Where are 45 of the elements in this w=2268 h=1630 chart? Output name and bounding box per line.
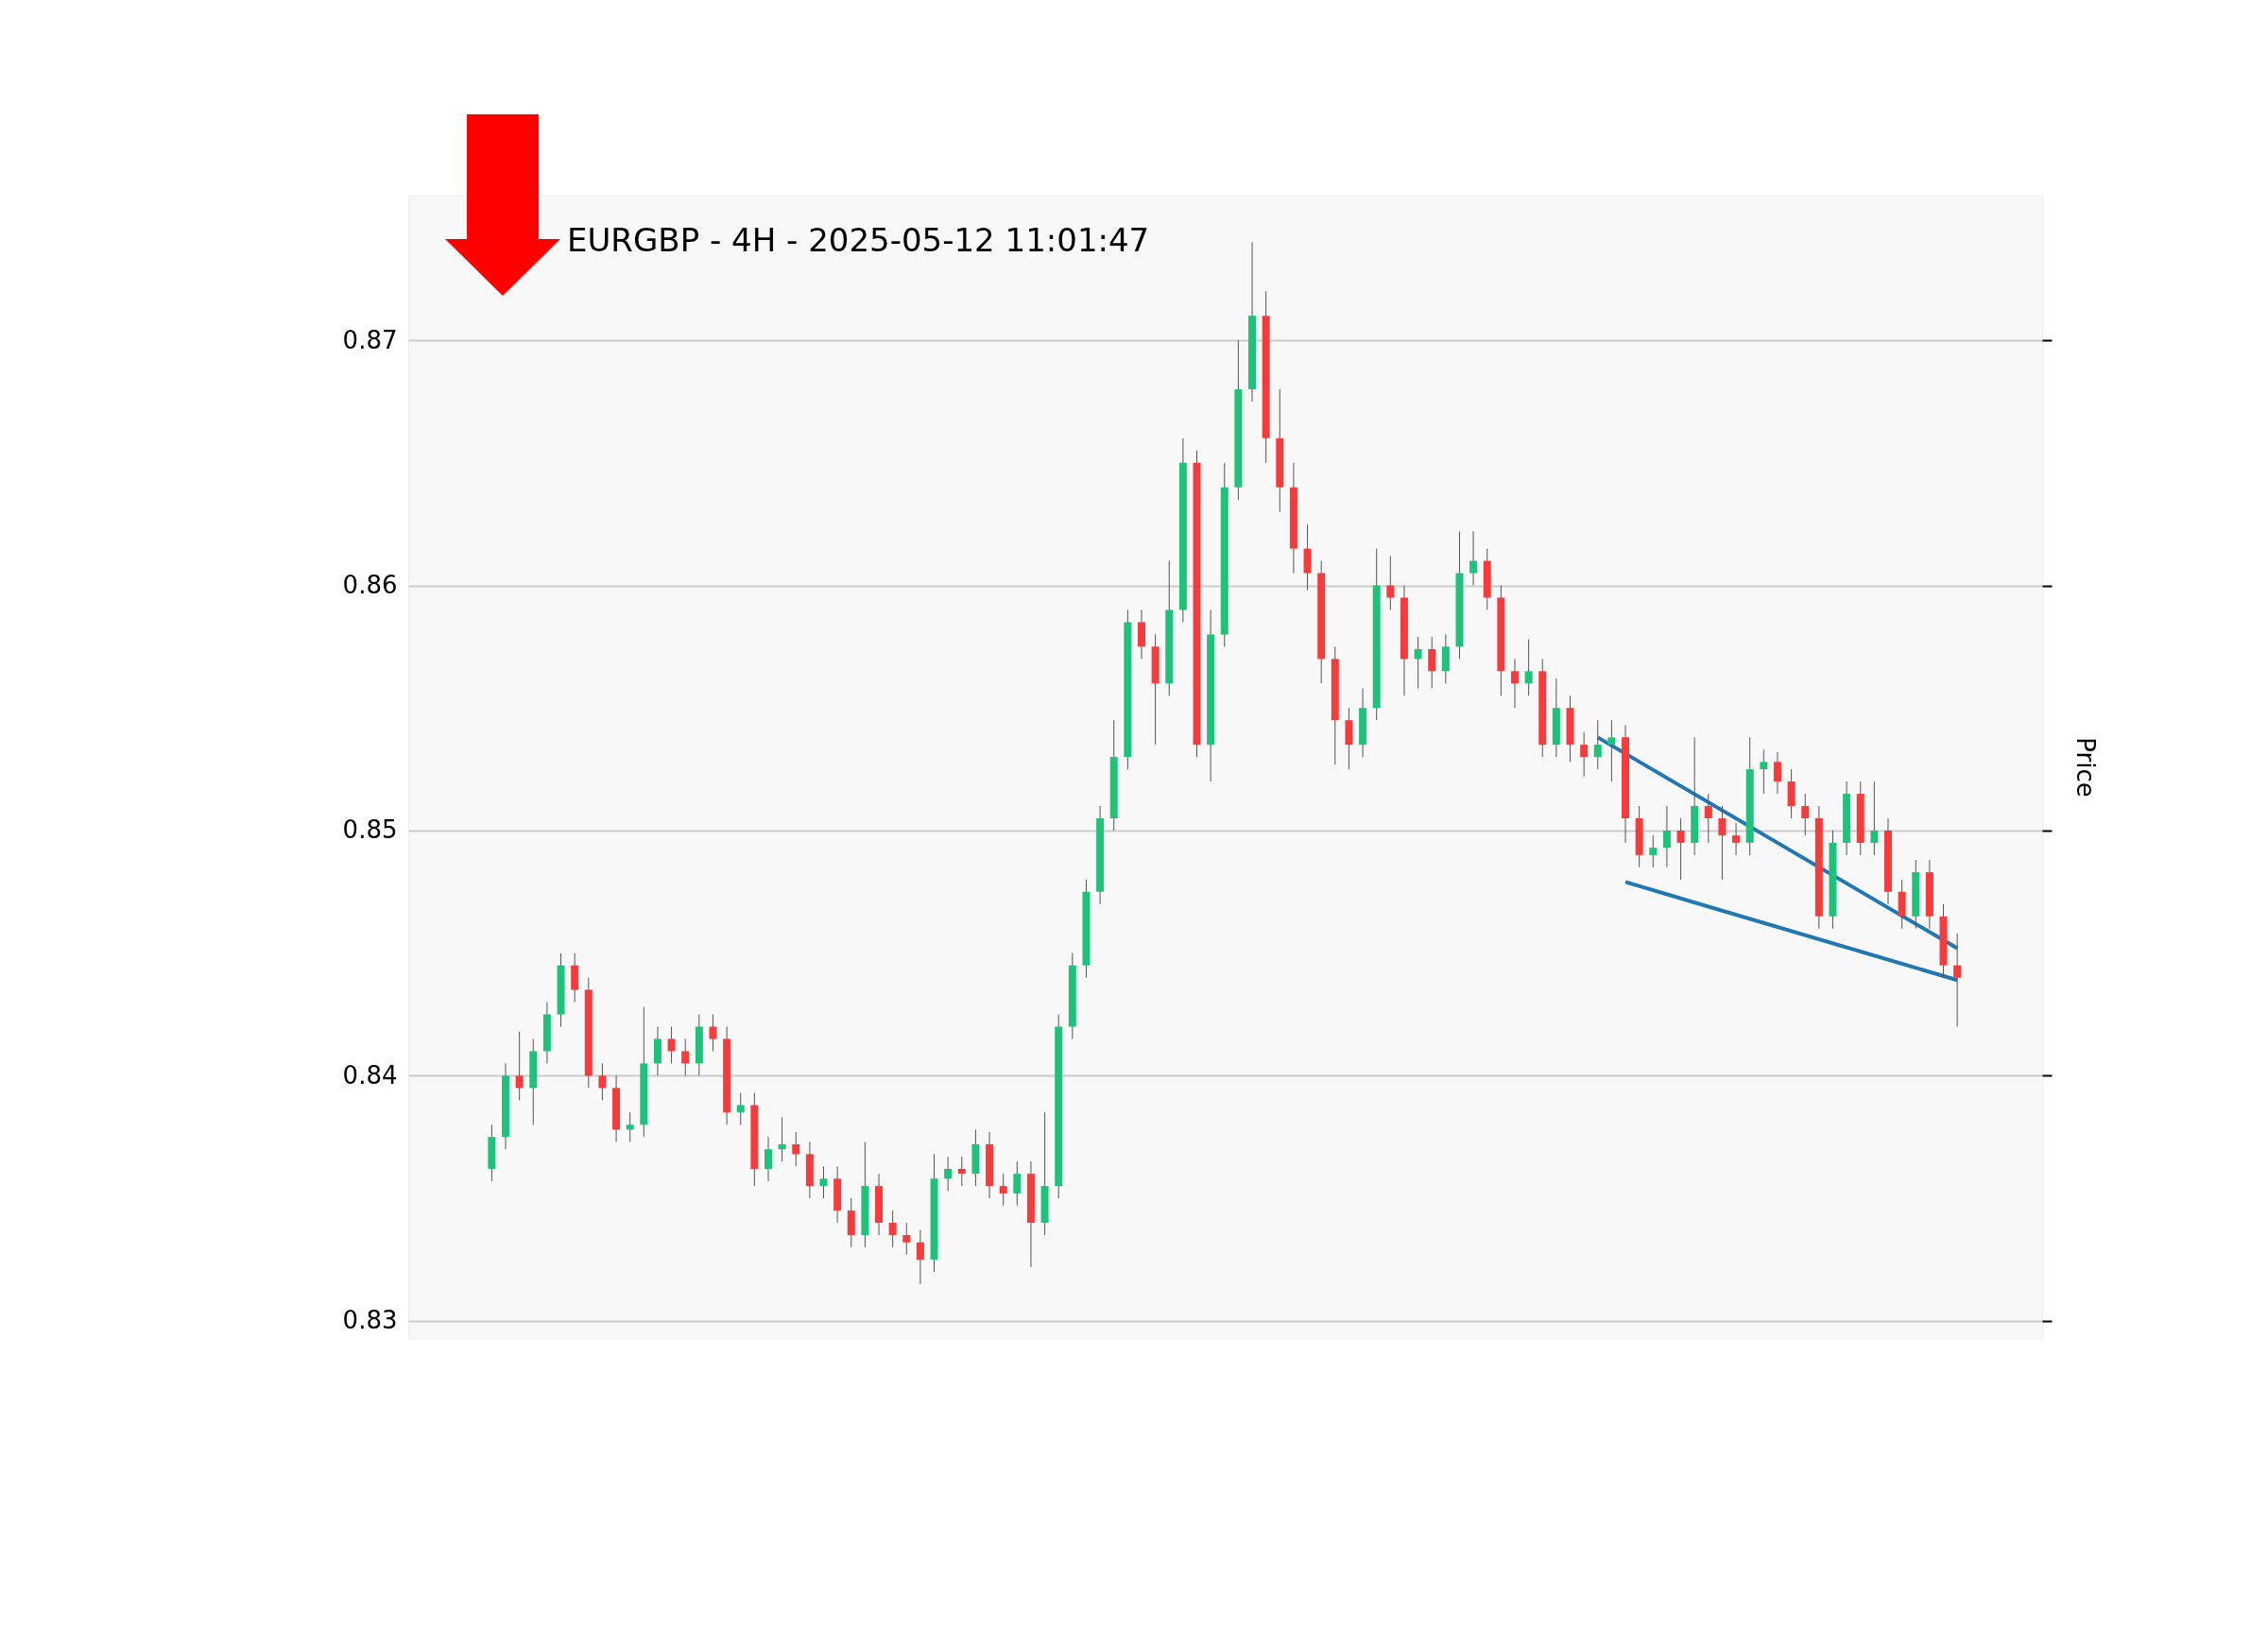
y-tick-label: 0.85	[342, 815, 398, 845]
candlestick	[1428, 636, 1436, 689]
candlestick	[626, 1111, 634, 1142]
candlestick	[1732, 822, 1741, 856]
y-tick-label: 0.83	[342, 1306, 398, 1335]
candlestick	[819, 1165, 828, 1199]
candlestick	[1676, 817, 1685, 881]
candlestick	[778, 1117, 786, 1162]
candlestick	[598, 1062, 607, 1101]
candlestick	[1704, 793, 1712, 844]
candlestick	[1607, 719, 1616, 782]
y-tick-label: 0.87	[342, 325, 398, 354]
candlestick	[888, 1210, 897, 1248]
candlestick	[1801, 793, 1810, 836]
candlestick	[1662, 805, 1671, 868]
text: EURGBP - 4H - 2025-05-12 11:01:47	[567, 221, 1150, 259]
candlestick	[1953, 933, 1962, 1028]
candlestick	[736, 1092, 745, 1125]
candlestick	[764, 1136, 772, 1182]
candlestick	[1469, 530, 1478, 587]
y-axis-title: Price	[2070, 737, 2100, 798]
y-tick-label: 0.86	[342, 571, 398, 600]
candlestick	[681, 1038, 690, 1076]
candlestick	[1524, 639, 1533, 696]
candlestick	[792, 1131, 800, 1167]
candlestick	[1773, 751, 1781, 795]
candlestick	[1580, 731, 1589, 778]
candlestick	[1414, 636, 1422, 689]
candlestick	[916, 1229, 924, 1285]
candlestick	[1718, 805, 1727, 881]
candlestick	[515, 1031, 524, 1101]
candlestick	[944, 1156, 953, 1192]
candlestick	[1760, 748, 1768, 795]
candlestick	[999, 1173, 1007, 1207]
candlestick	[902, 1222, 911, 1256]
candlestick	[667, 1026, 676, 1064]
candlestick	[1013, 1160, 1022, 1207]
candlestick	[957, 1156, 966, 1187]
y-tick-label: 0.84	[342, 1060, 398, 1090]
candlestick	[1870, 781, 1879, 856]
candlestick	[1593, 719, 1602, 770]
candlestick	[709, 1014, 717, 1052]
candlestick	[1386, 555, 1395, 610]
candlestick	[1510, 658, 1519, 709]
candlestick	[1649, 834, 1658, 868]
